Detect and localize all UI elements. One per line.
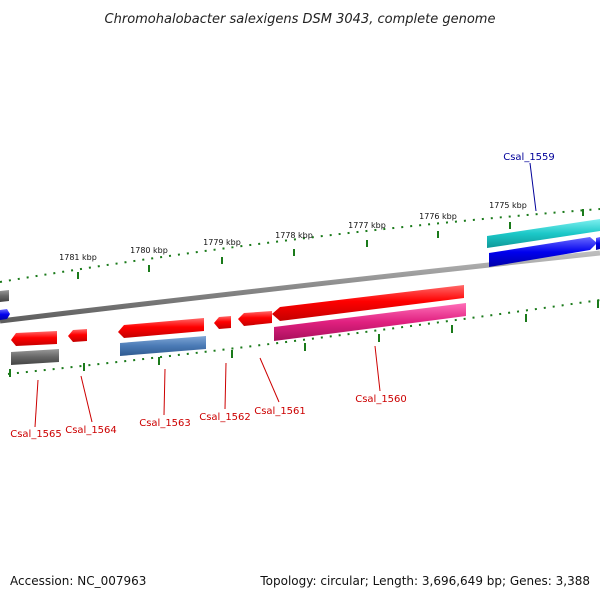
reverse-cds-csal1560 — [272, 285, 464, 321]
reverse-cds-csal1561 — [238, 311, 272, 326]
leader-csal1562 — [224, 362, 227, 410]
gene-label-csal1562: Csal_1562 — [199, 412, 251, 423]
forward-tick-track — [0, 208, 600, 283]
leader-csal1564 — [80, 375, 93, 423]
reverse-major-ticks — [9, 300, 599, 377]
genome-summary-text: Topology: circular; Length: 3,696,649 bp… — [260, 574, 590, 588]
kbp-label: 1776 kbp — [419, 212, 457, 221]
forward-features — [0, 219, 600, 320]
gene-label-csal1564: Csal_1564 — [65, 425, 117, 436]
kbp-label: 1780 kbp — [130, 246, 168, 255]
leader-csal1563 — [163, 368, 166, 416]
steelblue-feature-csal1563 — [120, 336, 206, 356]
accession-text: Accession: NC_007963 — [10, 574, 147, 588]
kbp-label: 1777 kbp — [348, 221, 386, 230]
reverse-features — [11, 285, 466, 365]
forward-major-ticks — [77, 209, 584, 279]
gray-feature-left — [0, 290, 9, 302]
forward-cds-csal1559 — [489, 237, 597, 267]
reverse-cds-csal1563 — [118, 318, 204, 338]
map-title: Chromohalobacter salexigens DSM 3043, co… — [105, 12, 496, 27]
leader-csal1565 — [34, 379, 39, 428]
reverse-cds-csal1564 — [68, 329, 87, 342]
reverse-cds-csal1565 — [11, 331, 57, 346]
kbp-label: 1775 kbp — [489, 201, 527, 210]
gene-labels: Csal_1565 Csal_1564 Csal_1563 Csal_1562 … — [10, 152, 555, 440]
cyan-feature-csal1559 — [487, 219, 600, 248]
kbp-label: 1778 kbp — [275, 231, 313, 240]
gene-label-csal1560: Csal_1560 — [355, 394, 407, 405]
forward-cds-left — [0, 309, 10, 320]
gene-label-csal1565: Csal_1565 — [10, 429, 62, 440]
reverse-tick-track — [7, 299, 600, 375]
leader-csal1560 — [374, 345, 381, 392]
forward-cds-right — [596, 237, 600, 250]
label-leaders — [34, 162, 537, 428]
gene-label-csal1561: Csal_1561 — [254, 406, 306, 417]
gene-label-csal1559: Csal_1559 — [503, 152, 555, 163]
leader-csal1559 — [529, 162, 537, 212]
gene-label-csal1563: Csal_1563 — [139, 418, 191, 429]
kbp-label: 1781 kbp — [59, 253, 97, 262]
magenta-feature-csal1560 — [274, 303, 466, 341]
gray-feature-csal1565 — [11, 349, 59, 365]
kbp-label: 1779 kbp — [203, 238, 241, 247]
leader-csal1561 — [259, 357, 280, 403]
kbp-labels: 1781 kbp 1780 kbp 1779 kbp 1778 kbp 1777… — [59, 201, 527, 262]
reverse-cds-csal1562 — [214, 316, 231, 329]
